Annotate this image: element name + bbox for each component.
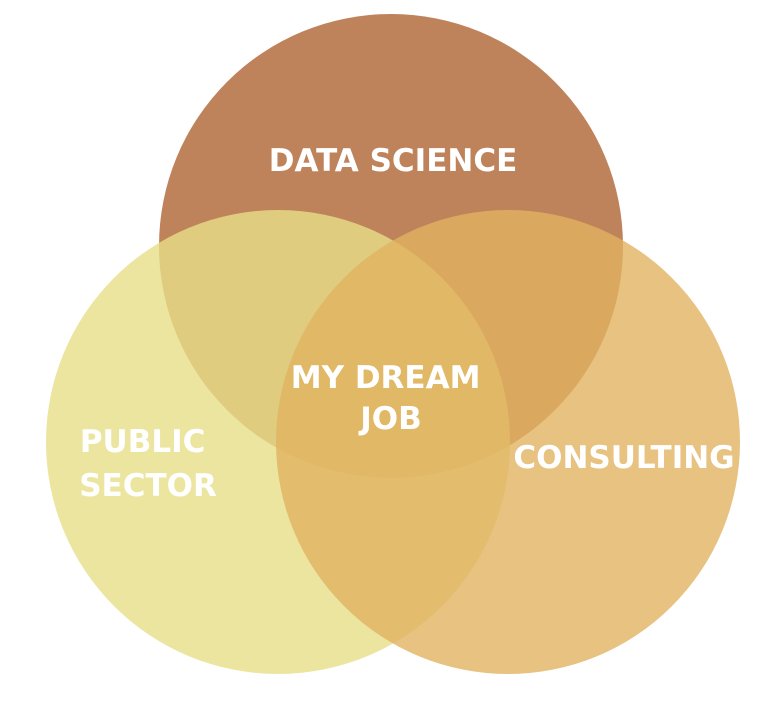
label-consulting-line-1: CONSULTING	[513, 440, 734, 476]
label-data-science: DATA SCIENCE	[269, 143, 518, 179]
label-intersection-line-2: JOB	[358, 401, 422, 437]
circle-consulting	[276, 210, 740, 674]
label-intersection: MY DREAM JOB	[291, 360, 492, 437]
label-intersection-line-1: MY DREAM	[291, 360, 481, 396]
label-public-sector: PUBLIC SECTOR	[79, 424, 217, 504]
label-consulting: CONSULTING	[513, 440, 734, 476]
label-public-sector-line-1: PUBLIC	[80, 424, 206, 460]
label-public-sector-line-2: SECTOR	[79, 468, 217, 504]
label-data-science-line-1: DATA SCIENCE	[269, 143, 518, 179]
circles-group	[46, 14, 740, 674]
